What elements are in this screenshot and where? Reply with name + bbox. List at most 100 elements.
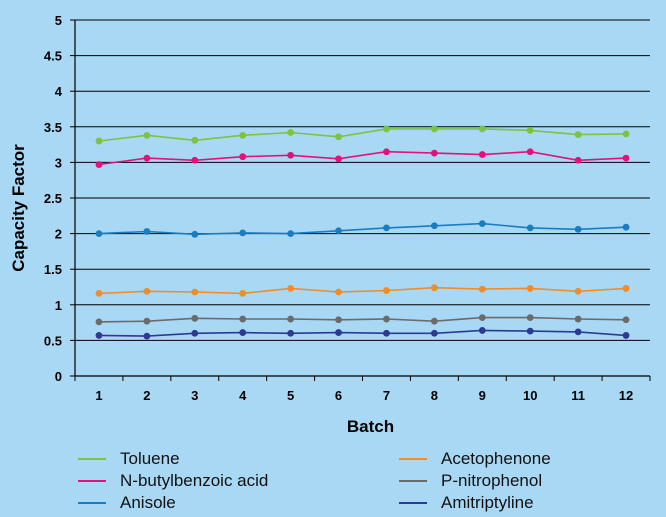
data-point	[239, 229, 247, 237]
data-point	[143, 154, 151, 162]
y-tick-label: 0	[55, 369, 62, 384]
legend-swatch	[78, 502, 106, 504]
data-point	[191, 230, 199, 238]
data-point	[95, 318, 103, 326]
data-point	[430, 317, 438, 325]
data-point	[239, 290, 247, 297]
data-point	[239, 131, 247, 139]
data-point	[526, 126, 534, 134]
data-point	[383, 287, 390, 294]
data-point	[143, 287, 151, 295]
data-point	[191, 136, 199, 144]
data-point	[526, 224, 534, 232]
data-point	[574, 328, 582, 336]
data-point	[526, 327, 534, 335]
legend-label: N-butylbenzoic acid	[120, 471, 269, 490]
x-tick-label: 11	[571, 388, 585, 403]
data-point	[383, 148, 390, 156]
data-point	[574, 156, 582, 164]
x-tick-label: 9	[479, 388, 486, 403]
data-point	[335, 329, 342, 336]
legend-swatch	[78, 458, 106, 460]
data-point	[574, 131, 582, 139]
legend: Toluene N-butylbenzoic acid Anisole Acetoph…	[78, 448, 638, 514]
series-line-2	[98, 222, 627, 236]
data-point	[287, 129, 295, 136]
data-point	[622, 316, 630, 324]
data-point	[287, 329, 295, 337]
data-point	[526, 148, 534, 156]
data-point	[478, 125, 486, 133]
x-axis-title: Batch	[347, 417, 394, 436]
data-point	[95, 137, 103, 145]
data-point	[191, 156, 199, 164]
y-tick-label: 4	[55, 84, 63, 99]
legend-item: Toluene	[78, 448, 180, 470]
data-point	[95, 332, 103, 339]
y-tick-label: 0.5	[44, 333, 62, 348]
legend-swatch	[399, 480, 427, 482]
legend-label: Anisole	[120, 493, 176, 512]
data-point	[143, 317, 151, 325]
data-point	[335, 133, 342, 141]
legend-label: Toluene	[120, 449, 180, 468]
legend-swatch	[399, 458, 427, 460]
x-tick-label: 2	[143, 388, 150, 403]
data-point	[287, 230, 295, 238]
x-tick-label: 8	[431, 388, 438, 403]
y-axis-title: Capacity Factor	[9, 144, 28, 272]
data-point	[430, 222, 438, 230]
x-tick-label: 4	[239, 388, 247, 403]
data-point	[622, 285, 630, 292]
data-point	[143, 131, 151, 139]
data-point	[95, 161, 103, 168]
series-line-3	[98, 286, 627, 295]
data-point	[95, 290, 103, 297]
legend-swatch	[399, 502, 427, 504]
legend-label: Amitriptyline	[441, 493, 534, 512]
y-tick-label: 3	[55, 155, 62, 170]
data-point	[478, 327, 486, 334]
x-tick-label: 5	[287, 388, 294, 403]
y-tick-label: 1.5	[44, 262, 62, 277]
series-line-5	[98, 329, 627, 337]
data-point	[239, 153, 247, 161]
data-point	[478, 285, 486, 293]
series-line-1	[98, 150, 627, 166]
series-line-4	[98, 316, 627, 323]
data-point	[574, 315, 582, 323]
data-point	[526, 285, 534, 292]
data-point	[143, 332, 151, 340]
data-point	[622, 223, 630, 231]
data-point	[335, 227, 342, 235]
data-point	[574, 287, 582, 295]
data-point	[191, 314, 199, 322]
legend-swatch	[78, 480, 106, 482]
data-point	[622, 332, 630, 339]
data-point	[383, 224, 390, 232]
data-point	[287, 151, 295, 159]
data-point	[383, 125, 390, 133]
data-point	[526, 314, 534, 322]
data-point	[143, 228, 151, 235]
data-point	[478, 220, 486, 228]
data-point	[622, 154, 630, 162]
x-tick-label: 7	[383, 388, 390, 403]
legend-label: P-nitrophenol	[441, 471, 543, 490]
x-tick-label: 6	[335, 388, 342, 403]
data-point	[287, 285, 295, 292]
y-tick-label: 4.5	[44, 49, 62, 64]
legend-item: N-butylbenzoic acid	[78, 470, 268, 492]
data-point	[95, 230, 103, 238]
y-tick-label: 3.5	[44, 120, 62, 135]
legend-item: P-nitrophenol	[399, 470, 542, 492]
series-line-0	[98, 128, 627, 142]
data-point	[335, 288, 342, 296]
data-point	[239, 329, 247, 336]
y-tick-label: 1	[55, 298, 62, 313]
data-point	[430, 149, 438, 157]
data-point	[239, 315, 247, 323]
data-point	[335, 155, 342, 163]
